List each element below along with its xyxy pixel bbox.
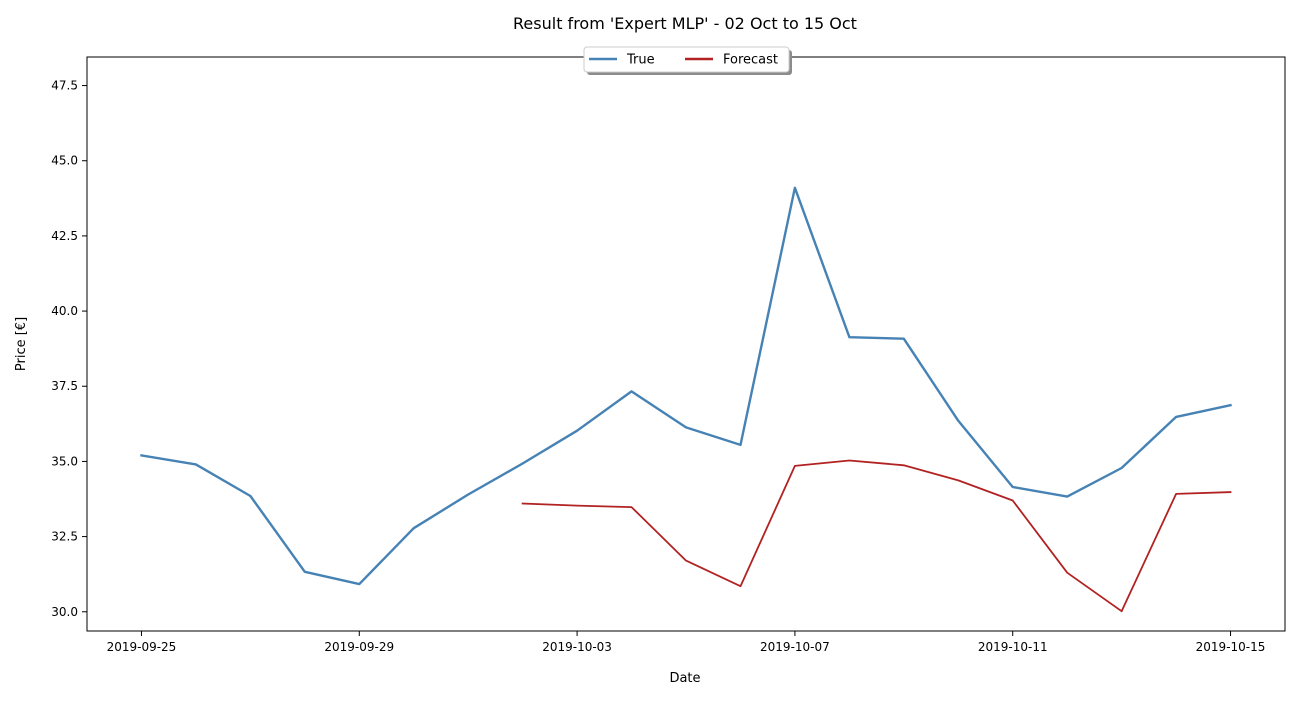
series-line-forecast: [521, 459, 1232, 613]
y-tick-label: 47.5: [51, 79, 78, 93]
series-layer: [140, 186, 1232, 613]
y-tick-label: 45.0: [51, 154, 78, 168]
x-tick-label: 2019-10-03: [542, 640, 612, 654]
y-axis: 30.0 32.5 35.0 37.5 40.0 42.5 45.0 47.5: [51, 79, 87, 619]
chart-title: Result from 'Expert MLP' - 02 Oct to 15 …: [513, 14, 857, 33]
y-tick-label: 30.0: [51, 605, 78, 619]
y-axis-label: Price [€]: [14, 317, 29, 371]
x-tick-label: 2019-10-11: [978, 640, 1048, 654]
y-tick-label: 35.0: [51, 454, 78, 468]
x-tick-label: 2019-10-07: [760, 640, 830, 654]
y-tick-label: 40.0: [51, 304, 78, 318]
legend-label-true: True: [626, 53, 655, 68]
legend-label-forecast: Forecast: [723, 53, 778, 68]
x-tick-label: 2019-09-29: [324, 640, 394, 654]
plot-area-frame: [86, 56, 1286, 632]
x-axis: 2019-09-25 2019-09-29 2019-10-03 2019-10-07…: [107, 631, 1266, 654]
legend: True Forecast: [583, 46, 792, 75]
y-tick-label: 32.5: [51, 530, 78, 544]
series-line-true: [140, 186, 1232, 586]
x-tick-label: 2019-10-15: [1196, 640, 1266, 654]
y-tick-label: 37.5: [51, 379, 78, 393]
y-tick-label: 42.5: [51, 229, 78, 243]
x-axis-label: Date: [669, 671, 700, 686]
x-tick-label: 2019-09-25: [107, 640, 177, 654]
